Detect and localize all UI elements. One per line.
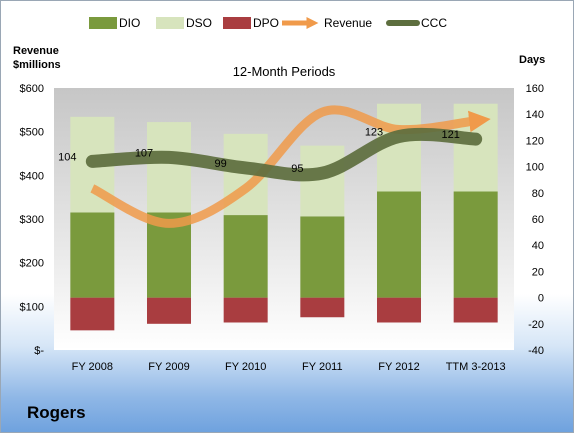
right-tick-label: 160 (526, 83, 544, 95)
ccc-data-label: 95 (291, 163, 303, 175)
bar-dso (147, 122, 191, 213)
legend-swatch-dpo (223, 17, 251, 29)
chart-title: 12-Month Periods (233, 64, 336, 79)
revenue-line (90, 105, 491, 228)
category-label: FY 2012 (378, 361, 419, 373)
right-tick-label: 120 (526, 135, 544, 147)
legend-label-dpo: DPO (253, 16, 279, 30)
right-tick-label: 40 (532, 240, 544, 252)
bar-dpo (453, 297, 498, 323)
right-tick-label: -40 (528, 345, 544, 357)
right-tick-label: 60 (532, 214, 544, 226)
category-label: FY 2010 (225, 361, 266, 373)
legend-label-revenue: Revenue (324, 16, 372, 30)
left-tick-label: $500 (20, 127, 44, 139)
company-name: Rogers (27, 403, 86, 422)
ccc-data-label: 104 (58, 151, 76, 163)
ccc-data-label: 121 (441, 129, 459, 141)
right-tick-label: 0 (538, 293, 544, 305)
left-axis-title-line1: Revenue (13, 45, 59, 57)
bar-dio (223, 215, 268, 298)
right-tick-label: 140 (526, 109, 544, 121)
bar-dpo (70, 297, 115, 331)
right-tick-label: 80 (532, 188, 544, 200)
legend-swatch-dso (156, 17, 184, 29)
category-label: TTM 3-2013 (446, 361, 506, 373)
bar-dso (453, 103, 498, 192)
left-tick-label: $600 (20, 83, 44, 95)
left-tick-label: $300 (20, 214, 44, 226)
left-tick-label: $400 (20, 170, 44, 182)
left-tick-label: $100 (20, 301, 44, 313)
bar-dio (453, 191, 498, 298)
bar-dpo (147, 297, 191, 324)
ccc-line (85, 127, 483, 182)
right-tick-label: 20 (532, 266, 544, 278)
ccc-data-label: 107 (135, 147, 153, 159)
left-axis-title-line2: $millions (13, 59, 61, 71)
left-tick-label: $200 (20, 258, 44, 270)
legend-label-dso: DSO (186, 16, 212, 30)
category-label: FY 2008 (72, 361, 113, 373)
right-tick-label: 100 (526, 162, 544, 174)
right-tick-label: -20 (528, 319, 544, 331)
bar-dpo (300, 297, 345, 318)
bar-dio (300, 216, 345, 298)
right-axis-title: Days (519, 54, 545, 66)
left-tick-label: $- (34, 345, 44, 357)
legend-label-dio: DIO (119, 16, 140, 30)
bar-dio (377, 191, 421, 298)
category-label: FY 2009 (148, 361, 189, 373)
ccc-data-label: 123 (365, 126, 383, 138)
legend-label-ccc: CCC (421, 16, 447, 30)
bar-dio (70, 212, 115, 298)
legend-swatch-dio (89, 17, 117, 29)
bar-dpo (223, 297, 268, 323)
ccc-data-label: 99 (215, 158, 227, 170)
category-label: FY 2011 (302, 361, 343, 373)
bar-dpo (377, 297, 421, 323)
